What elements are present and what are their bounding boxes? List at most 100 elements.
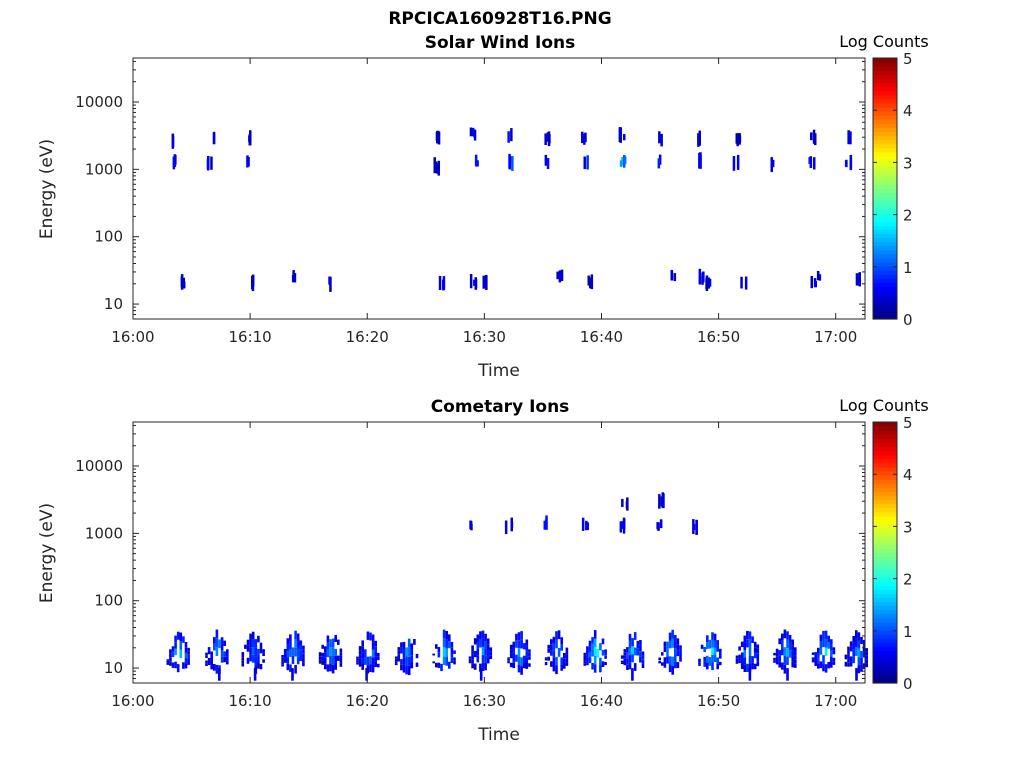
heat-cell (641, 663, 645, 668)
heat-cell (599, 657, 602, 665)
heat-cell (407, 647, 411, 657)
heat-cell (283, 658, 287, 663)
colorbar-swatch (873, 670, 897, 676)
heat-cell (822, 663, 825, 672)
heat-cell (751, 656, 754, 663)
heat-cell (299, 640, 303, 646)
heat-cell (334, 662, 337, 670)
heat-cell (329, 277, 332, 286)
heat-cell (824, 647, 828, 656)
heat-cell (213, 643, 216, 651)
colorbar-swatch (873, 119, 897, 124)
heat-cell (657, 522, 660, 531)
heat-cell (849, 646, 853, 652)
heat-cell (586, 657, 589, 662)
heat-cell (778, 655, 781, 662)
heat-cell (339, 659, 343, 664)
heat-cell (473, 638, 477, 645)
colorbar-swatch (873, 589, 897, 594)
heat-cell (794, 659, 797, 664)
heat-cell (184, 657, 188, 664)
heat-cell (674, 648, 677, 655)
heat-cell (215, 629, 219, 639)
colorbar-swatch (873, 115, 897, 120)
heat-cell (830, 644, 833, 651)
heat-cell (822, 639, 825, 648)
heat-cell (364, 657, 367, 665)
colorbar-swatch (873, 678, 897, 684)
heat-cell (588, 640, 592, 647)
heat-cell (442, 638, 446, 648)
heat-cell (205, 655, 208, 658)
heat-cell (671, 665, 674, 675)
heat-cell (473, 663, 477, 670)
heat-cell (210, 156, 213, 170)
heat-cell (179, 632, 183, 641)
heat-cell (857, 665, 861, 674)
heat-cell (641, 659, 645, 664)
heat-cell (544, 663, 548, 666)
heat-cell (748, 663, 752, 672)
heat-cell (591, 643, 594, 651)
heat-cell (698, 132, 701, 146)
plot-frame (132, 57, 866, 320)
heat-cell (810, 132, 813, 141)
heat-cell (743, 664, 747, 672)
heat-cell (628, 648, 632, 656)
heat-cell (286, 651, 290, 658)
heat-cell (783, 647, 787, 656)
heat-cell (844, 654, 848, 657)
colorbar-swatch (873, 278, 897, 283)
heat-cell (291, 668, 294, 681)
heat-cell (218, 639, 221, 649)
heat-cell (525, 645, 529, 652)
heat-cell (471, 654, 474, 660)
heat-cell (857, 632, 861, 641)
heat-cell (400, 659, 403, 665)
x-tick-label: 17:00 (814, 328, 857, 346)
heat-cell (249, 647, 252, 655)
heat-cell (748, 647, 752, 656)
heat-cell (331, 656, 335, 665)
heat-cell (223, 656, 226, 663)
heat-cell (318, 654, 322, 657)
heat-cell (187, 654, 190, 659)
heat-cell (756, 644, 760, 649)
heat-cell (599, 665, 602, 673)
heat-cell (676, 644, 680, 651)
heat-cell (775, 660, 779, 665)
heat-cell (484, 641, 487, 649)
heat-cell (591, 650, 594, 657)
heat-cell (676, 650, 680, 657)
heat-cell (512, 662, 516, 669)
heat-cell (641, 655, 645, 660)
heat-cell (593, 664, 597, 673)
heat-cell (220, 643, 224, 650)
heat-cell (517, 632, 521, 641)
heat-cell (550, 650, 553, 656)
heat-cell (410, 649, 414, 656)
heat-cell (215, 638, 219, 648)
heat-cell (374, 661, 377, 667)
heat-cell (374, 646, 377, 652)
colorbar-tick-label: 5 (903, 50, 913, 68)
heat-cell (855, 647, 858, 656)
heat-cell (241, 657, 245, 661)
heat-cell (220, 656, 224, 663)
colorbar-swatch (873, 74, 897, 79)
heat-cell (509, 653, 513, 659)
heat-cell (318, 652, 322, 655)
colorbar-swatch (873, 483, 897, 488)
heat-cell (226, 656, 229, 661)
y-tick-label: 10 (104, 659, 123, 677)
x-axis-label: Time (477, 725, 520, 745)
heat-cell (565, 658, 569, 663)
colorbar-swatch (873, 106, 897, 112)
heat-cell (356, 662, 359, 665)
heat-cell (751, 636, 754, 643)
heat-cell (515, 654, 518, 662)
heat-cell (334, 655, 337, 663)
heat-cell (169, 657, 172, 662)
colorbar-swatch (873, 564, 897, 570)
heat-cell (356, 656, 359, 659)
